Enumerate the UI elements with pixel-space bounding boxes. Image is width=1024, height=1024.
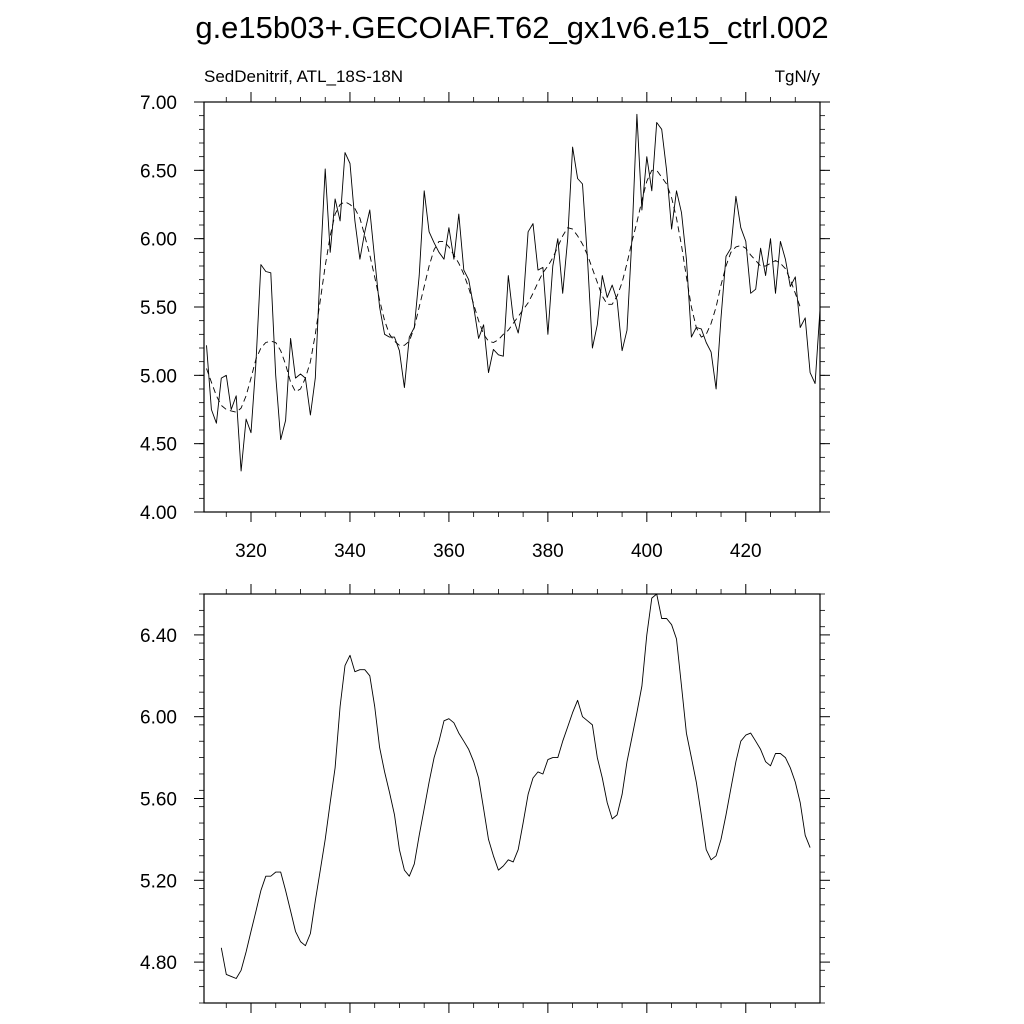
panel2-plot: 4.80 5.20 5.60 6.00 6.40	[140, 584, 830, 1013]
panel1-ytick-label: 6.50	[140, 161, 177, 182]
panel2-ytick-label: 4.80	[140, 953, 177, 974]
panel2-ytick-label: 5.20	[140, 871, 177, 892]
panel1-plot: 320 340 360 380 400 420 4.00 4.50 5.00 5.50 6.00 6.…	[140, 92, 830, 562]
panel1-ytick-label: 4.00	[140, 503, 177, 524]
panel1-ytick-label: 5.50	[140, 298, 177, 319]
panel1-xtick-label: 360	[433, 541, 465, 562]
panel1-xtick-label: 380	[532, 541, 564, 562]
chart-title: g.e15b03+.GECOIAF.T62_gx1v6.e15_ctrl.002	[195, 10, 828, 45]
panel1-xtick-label: 340	[334, 541, 366, 562]
panel1-series-solid-line	[206, 113, 821, 472]
panel1-xtick-label: 420	[730, 541, 762, 562]
panel1-xtick-label: 400	[631, 541, 663, 562]
panel1-ytick-label: 6.00	[140, 230, 177, 251]
panel1-ytick-label: 5.00	[140, 366, 177, 387]
panel1-ytick-label: 7.00	[140, 93, 177, 114]
panel2-ytick-label: 5.60	[140, 790, 177, 811]
panel1-subtitle-right: TgN/y	[775, 67, 821, 86]
panel2-ytick-label: 6.40	[140, 626, 177, 647]
panel2-ytick-label: 6.00	[140, 708, 177, 729]
panel1-subtitle-left: SedDenitrif, ATL_18S-18N	[204, 67, 403, 86]
panel2-series-solid-line	[220, 593, 811, 979]
panel2-frame	[203, 593, 821, 1004]
panel1-series-dashed-line	[206, 169, 801, 413]
panel1-ytick-label: 4.50	[140, 435, 177, 456]
panel1-xtick-label: 320	[235, 541, 267, 562]
